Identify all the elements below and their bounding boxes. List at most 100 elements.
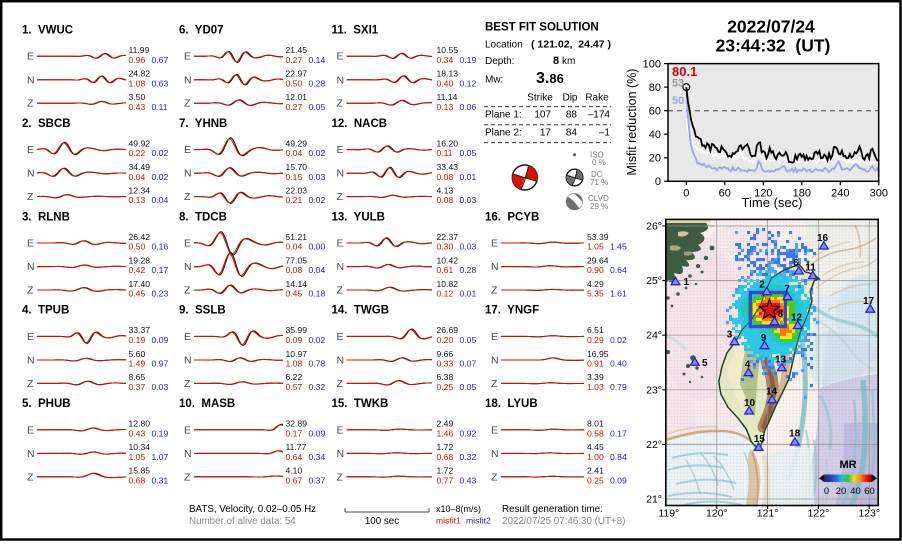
svg-text:0.00: 0.00 [309,242,326,252]
svg-text:0.34: 0.34 [309,452,326,462]
svg-text:120°: 120° [706,508,728,520]
svg-text:N: N [184,168,192,180]
svg-text:2. SBCB: 2. SBCB [22,118,71,130]
svg-text:Z: Z [184,471,191,483]
svg-text:0.45: 0.45 [129,289,146,299]
svg-text:E: E [184,331,191,343]
svg-text:11.77: 11.77 [286,442,307,452]
svg-text:E: E [27,144,34,156]
svg-text:0.04: 0.04 [309,265,326,275]
svg-text:0.58: 0.58 [587,428,604,438]
svg-text:7: 7 [784,284,790,295]
svg-text:16. PCYB: 16. PCYB [485,211,539,223]
svg-text:26.42: 26.42 [129,232,151,242]
svg-text:22.37: 22.37 [437,232,459,242]
svg-text:8: 8 [778,309,784,320]
svg-text:71 %: 71 % [590,178,608,187]
svg-text:0 %: 0 % [592,158,606,167]
svg-text:0.04: 0.04 [152,195,169,205]
svg-text:10.42: 10.42 [437,255,459,265]
svg-text:22°: 22° [646,439,662,451]
svg-text:N: N [27,168,35,180]
svg-text:8.01: 8.01 [587,419,604,429]
svg-text:0.45: 0.45 [286,289,303,299]
svg-text:0.28: 0.28 [309,78,326,88]
svg-text:5.35: 5.35 [587,289,604,299]
svg-text:13. YULB: 13. YULB [332,211,385,223]
svg-text:0.31: 0.31 [152,475,169,485]
svg-text:DC: DC [591,170,603,179]
svg-text:0.09: 0.09 [610,475,627,485]
svg-text:Z: Z [491,285,498,297]
svg-text:80.1: 80.1 [672,64,697,79]
svg-text:4.10: 4.10 [286,466,303,476]
svg-text:18. LYUB: 18. LYUB [485,398,538,410]
svg-text:24.82: 24.82 [129,69,151,79]
svg-text:N: N [184,261,192,273]
svg-text:N: N [337,168,345,180]
svg-text:0.02: 0.02 [309,195,326,205]
svg-text:Dip: Dip [562,93,577,104]
svg-text:2022/07/25 07:46:30 (UT+8): 2022/07/25 07:46:30 (UT+8) [502,516,625,527]
svg-text:0.40: 0.40 [437,78,454,88]
svg-text:10.55: 10.55 [437,45,459,55]
svg-text:51.21: 51.21 [286,232,308,242]
svg-text:15.70: 15.70 [286,162,308,172]
svg-text:0.43: 0.43 [460,475,477,485]
svg-text:E: E [27,238,34,250]
svg-text:Depth:: Depth: [485,56,514,67]
svg-text:Z: Z [27,191,34,203]
svg-text:Mw:: Mw: [485,75,503,86]
svg-text:N: N [27,74,35,86]
svg-text:0.50: 0.50 [129,242,146,252]
svg-text:0.30: 0.30 [437,242,454,252]
svg-text:0.09: 0.09 [286,335,303,345]
svg-text:3.39: 3.39 [587,372,604,382]
svg-text:0.67: 0.67 [152,55,169,65]
svg-text:0.29: 0.29 [587,335,604,345]
svg-text:0.13: 0.13 [437,102,454,112]
svg-text:0.03: 0.03 [309,172,326,182]
svg-text:0.05: 0.05 [460,335,477,345]
svg-text:8.65: 8.65 [129,372,146,382]
svg-text:0.50: 0.50 [286,78,303,88]
svg-text:0.04: 0.04 [129,172,146,182]
svg-text:2.49: 2.49 [437,419,454,429]
svg-text:0.68: 0.68 [129,475,146,485]
svg-text:3.50: 3.50 [129,92,146,102]
svg-text:0.21: 0.21 [286,195,303,205]
svg-text:E: E [337,424,344,436]
svg-text:Z: Z [337,285,344,297]
svg-text:0.05: 0.05 [309,102,326,112]
svg-text:20: 20 [649,153,661,165]
svg-text:17.40: 17.40 [129,279,151,289]
svg-text:0: 0 [683,187,689,199]
svg-text:E: E [184,238,191,250]
svg-text:4.45: 4.45 [587,442,604,452]
svg-text:0.78: 0.78 [309,359,326,369]
svg-text:23:44:32 (UT): 23:44:32 (UT) [716,36,831,56]
svg-text:E: E [184,51,191,63]
svg-text:6.22: 6.22 [286,372,303,382]
svg-text:Z: Z [491,471,498,483]
svg-text:Misfit reduction (%): Misfit reduction (%) [625,69,639,176]
svg-text:Z: Z [27,471,34,483]
svg-text:0.02: 0.02 [152,172,169,182]
svg-text:0.09: 0.09 [152,335,169,345]
svg-text:Time (sec): Time (sec) [742,195,803,210]
svg-text:Result generation time:: Result generation time: [502,504,603,515]
svg-text:9. SSLB: 9. SSLB [179,305,226,317]
svg-text:0.23: 0.23 [152,289,169,299]
svg-text:4. TPUB: 4. TPUB [22,305,69,317]
svg-text:–174: –174 [588,110,611,121]
svg-text:0.08: 0.08 [286,265,303,275]
svg-text:2.41: 2.41 [587,466,604,476]
svg-text:20: 20 [836,485,846,496]
svg-text:1.72: 1.72 [437,466,454,476]
svg-text:N: N [27,261,35,273]
svg-text:2: 2 [759,280,765,291]
svg-text:5. PHUB: 5. PHUB [22,398,71,410]
svg-text:E: E [27,51,34,63]
svg-text:Z: Z [337,191,344,203]
svg-text:Location: Location [485,40,523,51]
